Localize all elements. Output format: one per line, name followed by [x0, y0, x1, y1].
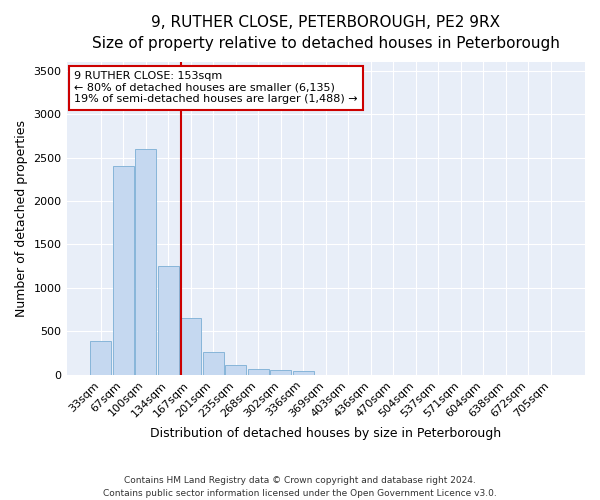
Text: 9 RUTHER CLOSE: 153sqm
← 80% of detached houses are smaller (6,135)
19% of semi-: 9 RUTHER CLOSE: 153sqm ← 80% of detached… — [74, 72, 358, 104]
Bar — [135, 149, 157, 375]
Bar — [248, 370, 269, 375]
Title: 9, RUTHER CLOSE, PETERBOROUGH, PE2 9RX
Size of property relative to detached hou: 9, RUTHER CLOSE, PETERBOROUGH, PE2 9RX S… — [92, 15, 560, 51]
Bar — [158, 266, 179, 375]
Bar — [90, 341, 112, 375]
Bar — [113, 166, 134, 375]
Text: Contains HM Land Registry data © Crown copyright and database right 2024.
Contai: Contains HM Land Registry data © Crown c… — [103, 476, 497, 498]
X-axis label: Distribution of detached houses by size in Peterborough: Distribution of detached houses by size … — [150, 427, 502, 440]
Bar — [203, 352, 224, 375]
Y-axis label: Number of detached properties: Number of detached properties — [15, 120, 28, 317]
Bar — [270, 370, 292, 375]
Bar — [180, 318, 202, 375]
Bar — [225, 366, 247, 375]
Bar — [293, 370, 314, 375]
